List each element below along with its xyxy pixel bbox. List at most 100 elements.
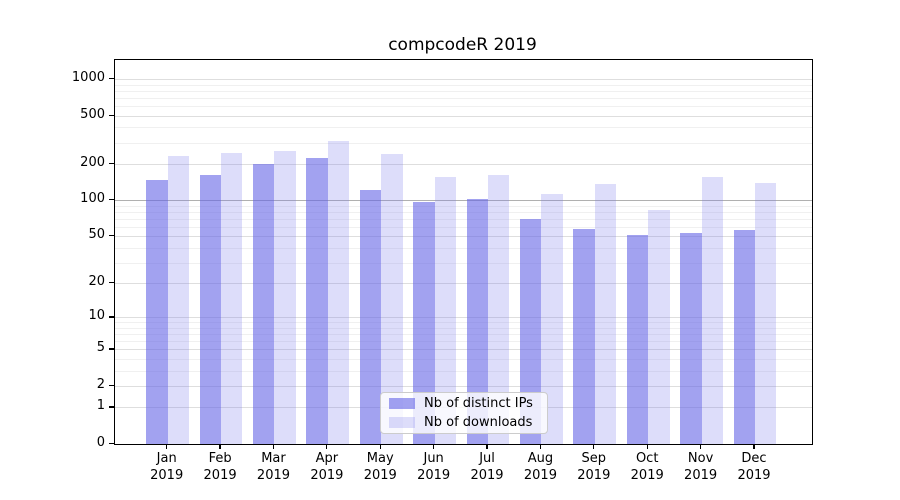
- bar-distinct-ips-apr: [306, 157, 328, 444]
- minor-gridline: [115, 90, 812, 92]
- legend-label-distinct-ips: Nb of distinct IPs: [424, 396, 533, 411]
- x-tick-label-oct: Oct 2019: [619, 450, 675, 484]
- y-tick-label-50: 50: [88, 227, 105, 243]
- bar-distinct-ips-mar: [253, 164, 275, 444]
- x-tick-year: 2019: [256, 468, 291, 483]
- major-gridline-2: [115, 385, 812, 387]
- y-tick-label-2: 2: [96, 376, 105, 392]
- y-tick-label-5: 5: [96, 340, 105, 356]
- plot-area: [114, 59, 813, 445]
- legend-swatch-distinct-ips: [389, 398, 415, 409]
- x-tick-month: Oct: [635, 451, 659, 466]
- y-tick-label-0: 0: [96, 435, 105, 450]
- bar-downloads-feb: [221, 152, 243, 444]
- x-tick-month: Jun: [423, 451, 444, 466]
- x-tick-year: 2019: [150, 468, 184, 483]
- y-tick-label-1000: 1000: [71, 70, 105, 86]
- bar-distinct-ips-feb: [199, 174, 222, 444]
- minor-gridline: [115, 341, 812, 343]
- x-tick-label-apr: Apr 2019: [299, 450, 355, 484]
- major-gridline-100: [115, 200, 812, 202]
- bar-downloads-jun: [434, 177, 457, 444]
- bar-distinct-ips-sep: [573, 228, 595, 444]
- bar-distinct-ips-jul: [466, 199, 489, 444]
- x-tick-label-jun: Jun 2019: [406, 450, 462, 484]
- minor-gridline: [115, 322, 812, 324]
- x-tick-label-jul: Jul 2019: [459, 450, 515, 484]
- x-tick-year: 2019: [737, 468, 771, 483]
- y-tick-label-500: 500: [80, 106, 105, 122]
- major-gridline-200: [115, 163, 812, 165]
- bar-downloads-sep: [594, 183, 617, 444]
- legend-label-downloads: Nb of downloads: [424, 415, 533, 430]
- bar-distinct-ips-aug: [520, 218, 542, 444]
- x-tick-month: Dec: [741, 451, 767, 466]
- minor-gridline: [115, 334, 812, 336]
- minor-gridline: [115, 142, 812, 144]
- bar-downloads-mar: [274, 150, 296, 444]
- minor-gridline: [115, 247, 812, 249]
- y-tick-label-20: 20: [88, 274, 105, 290]
- x-tick-label-nov: Nov 2019: [673, 450, 729, 484]
- legend-item-downloads: Nb of downloads: [381, 415, 547, 431]
- x-tick-year: 2019: [470, 468, 504, 483]
- minor-gridline: [115, 226, 812, 228]
- x-tick-month: Apr: [315, 451, 339, 466]
- y-tick-label-10: 10: [88, 308, 105, 324]
- x-tick-year: 2019: [310, 468, 344, 483]
- minor-gridline: [115, 127, 812, 129]
- x-tick-label-feb: Feb 2019: [192, 450, 248, 484]
- bar-downloads-may: [381, 153, 403, 444]
- bar-distinct-ips-nov: [680, 233, 702, 444]
- minor-gridline: [115, 205, 812, 207]
- minor-gridline: [115, 218, 812, 220]
- bar-distinct-ips-dec: [733, 230, 755, 444]
- chart-title: compcodeR 2019: [388, 35, 537, 55]
- major-gridline-50: [115, 236, 812, 238]
- minor-gridline: [115, 370, 812, 372]
- x-tick-month: May: [366, 451, 394, 466]
- legend-swatch-downloads: [389, 417, 415, 428]
- major-gridline-5: [115, 349, 812, 351]
- bar-distinct-ips-jun: [413, 202, 435, 444]
- bar-distinct-ips-jan: [146, 180, 168, 444]
- legend: Nb of distinct IPs Nb of downloads: [380, 392, 548, 434]
- minor-gridline: [115, 327, 812, 329]
- x-tick-year: 2019: [363, 468, 397, 483]
- minor-gridline: [115, 358, 812, 360]
- y-tick-label-200: 200: [80, 154, 105, 170]
- x-tick-year: 2019: [203, 468, 237, 483]
- x-tick-month: Jul: [479, 451, 495, 466]
- x-tick-label-sep: Sep 2019: [566, 450, 622, 484]
- major-gridline-10: [115, 317, 812, 319]
- minor-gridline: [115, 211, 812, 213]
- x-tick-month: Mar: [261, 451, 286, 466]
- bar-downloads-jan: [167, 155, 190, 444]
- minor-gridline: [115, 262, 812, 264]
- bar-downloads-aug: [541, 194, 563, 444]
- x-tick-month: Nov: [687, 451, 714, 466]
- bar-downloads-dec: [754, 183, 777, 444]
- bar-distinct-ips-oct: [626, 235, 649, 444]
- x-tick-year: 2019: [417, 468, 451, 483]
- x-tick-label-dec: Dec 2019: [726, 450, 782, 484]
- x-tick-year: 2019: [523, 468, 557, 483]
- y-tick-label-100: 100: [80, 191, 105, 207]
- major-gridline-20: [115, 283, 812, 285]
- x-tick-month: Sep: [581, 451, 607, 466]
- bar-downloads-jul: [488, 174, 510, 444]
- x-tick-label-aug: Aug 2019: [512, 450, 568, 484]
- minor-gridline: [115, 84, 812, 86]
- x-tick-label-may: May 2019: [352, 450, 408, 484]
- x-tick-month: Feb: [208, 451, 232, 466]
- x-tick-month: Jan: [156, 451, 177, 466]
- bar-downloads-apr: [327, 140, 350, 444]
- bar-downloads-oct: [648, 209, 670, 444]
- x-tick-year: 2019: [684, 468, 718, 483]
- x-tick-label-jan: Jan 2019: [139, 450, 195, 484]
- x-tick-month: Aug: [527, 451, 554, 466]
- x-tick-year: 2019: [630, 468, 664, 483]
- major-gridline-1000: [115, 79, 812, 81]
- x-tick-year: 2019: [577, 468, 611, 483]
